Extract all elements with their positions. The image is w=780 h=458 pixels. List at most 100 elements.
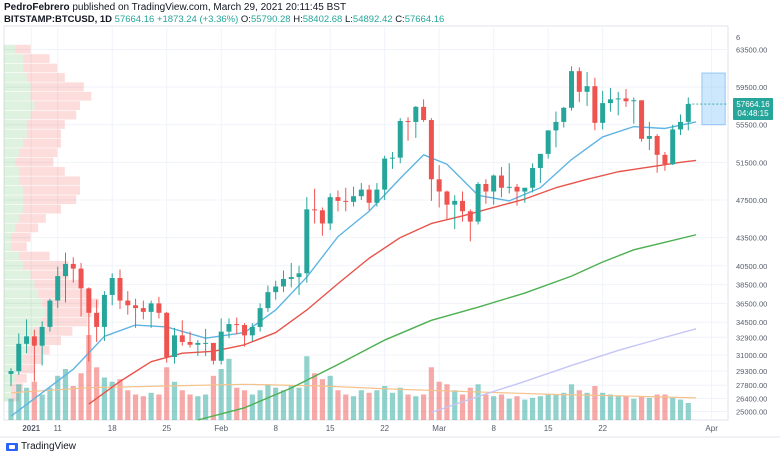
volume-bar — [148, 392, 154, 420]
volume-profile-down — [26, 345, 50, 355]
price-change: +1873.24 (+3.36%) — [156, 14, 239, 25]
volume-bar — [109, 381, 115, 420]
volume-bar — [428, 367, 434, 420]
volume-profile-up — [4, 120, 27, 129]
author-name[interactable]: PedroFebrero — [4, 2, 70, 13]
price-badge: 57664.16 04:48:15 — [733, 98, 773, 121]
volume-profile-down — [26, 73, 65, 82]
volume-profile-down — [26, 120, 65, 129]
volume-profile-up — [4, 392, 12, 402]
volume-profile-down — [42, 317, 88, 327]
candle-body — [203, 342, 209, 344]
volume-profile-down — [19, 364, 35, 374]
candle-body — [234, 324, 240, 326]
y-tick-label: 29300.00 — [736, 367, 767, 376]
candle-body — [8, 371, 14, 374]
candle-body — [55, 276, 61, 301]
volume-profile-down — [30, 110, 77, 120]
volume-profile-up — [4, 44, 16, 54]
candle-body — [39, 326, 45, 346]
x-tick-label: 15 — [544, 424, 553, 433]
volume-profile-up — [4, 261, 23, 270]
volume-bar — [654, 394, 660, 420]
volume-profile-up — [4, 336, 31, 346]
volume-profile-up — [4, 232, 12, 242]
candle-body — [148, 303, 154, 312]
y-tick-label: 34500.00 — [736, 318, 767, 327]
volume-bar — [389, 392, 396, 420]
volume-profile-up — [4, 138, 23, 148]
candle-body — [31, 336, 37, 346]
volume-bar — [506, 398, 512, 420]
volume-bar — [685, 403, 691, 420]
volume-bar — [677, 399, 684, 420]
candle-body — [382, 158, 388, 190]
volume-profile-down — [23, 63, 58, 73]
ohlc-legend: BITSTAMP:BTCUSD, 1D 57664.16 +1873.24 (+… — [4, 14, 444, 25]
candle-body — [265, 292, 271, 309]
x-tick-label: 2021 — [22, 424, 40, 433]
candle-body — [179, 335, 185, 342]
low-label: L: — [344, 14, 353, 25]
tradingview-logo[interactable]: TradingView — [6, 441, 76, 452]
volume-bar — [491, 396, 497, 420]
volume-profile-up — [4, 167, 20, 176]
volume-bar — [467, 387, 473, 420]
volume-profile-up — [4, 54, 23, 64]
volume-bars — [8, 335, 691, 420]
y-tick-label: 36500.00 — [736, 299, 767, 308]
candle-body — [218, 331, 224, 361]
candle-body — [366, 189, 372, 203]
candle-body — [78, 268, 84, 289]
candle-body — [421, 106, 427, 121]
candle-body — [374, 189, 380, 203]
candle-body — [506, 186, 512, 188]
y-tick-label: 6 — [736, 33, 740, 42]
candle-body — [327, 197, 333, 224]
candle-body — [467, 211, 473, 222]
volume-profile-up — [4, 110, 31, 120]
volume-profile-up — [4, 176, 20, 186]
candle-body — [351, 196, 357, 202]
y-tick-label: 38500.00 — [736, 281, 767, 290]
volume-profile-up — [4, 63, 23, 73]
candle-body — [483, 183, 489, 192]
candle-body — [654, 136, 660, 155]
volume-profile-down — [30, 270, 69, 280]
candle-body — [615, 98, 621, 100]
volume-profile-up — [4, 373, 16, 383]
y-tick-label: 43500.00 — [736, 234, 767, 243]
volume-profile-down — [19, 167, 65, 176]
volume-profile-down — [19, 214, 46, 223]
open-label: O: — [240, 14, 251, 25]
volume-bar — [78, 373, 84, 420]
volume-bar — [62, 369, 69, 420]
volume-bar — [514, 396, 520, 420]
time-axis[interactable]: 2021 11 18 25 Feb 8 15 22 Mar 8 15 22 Apr — [22, 424, 718, 433]
candle-body — [62, 263, 68, 277]
volume-bar — [241, 390, 248, 420]
volume-bar — [273, 387, 279, 420]
volume-bar — [195, 396, 201, 420]
x-tick-label: 15 — [326, 424, 335, 433]
candle-body — [530, 167, 536, 188]
volume-profile-up — [4, 223, 16, 233]
volume-profile-up — [4, 82, 31, 92]
volume-bar — [132, 394, 139, 420]
candle-body — [273, 286, 279, 293]
candle-body — [600, 103, 606, 123]
chart-grid — [0, 25, 780, 438]
x-tick-label: Apr — [705, 424, 718, 433]
symbol-label[interactable]: BITSTAMP:BTCUSD, 1D — [4, 14, 113, 25]
volume-profile-down — [15, 223, 39, 233]
price-axis[interactable]: 63500.00 59500.00 55500.00 51500.00 47500.00… — [736, 33, 767, 417]
volume-bar — [304, 356, 310, 420]
y-tick-label: 51500.00 — [736, 158, 767, 167]
volume-bar — [607, 394, 614, 420]
candle-body — [249, 326, 255, 336]
volume-bar — [280, 390, 287, 420]
candle-body — [685, 104, 691, 122]
volume-profile-down — [11, 232, 31, 242]
y-tick-label: 63500.00 — [736, 46, 767, 55]
